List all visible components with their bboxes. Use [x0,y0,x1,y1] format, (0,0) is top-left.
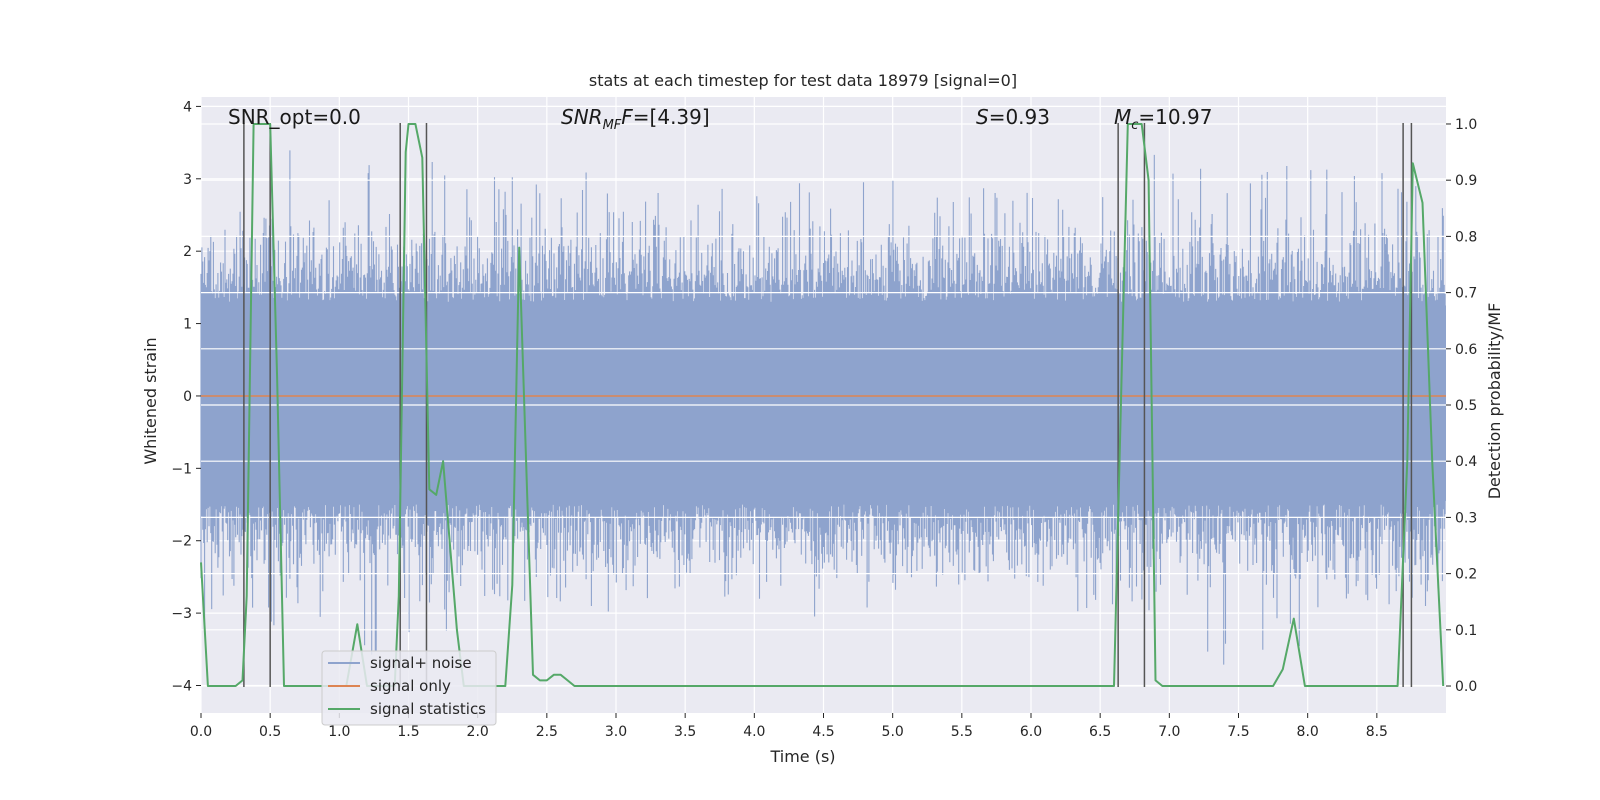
x-axis-label: Time (s) [769,747,835,766]
legend-label-signal-statistics: signal statistics [370,700,486,718]
y-axis-left-label: Whitened strain [141,337,160,464]
legend: signal+ noise signal only signal statist… [321,650,497,726]
y-right-tick-label: 0.7 [1455,286,1477,302]
vertical-markers [243,122,1413,688]
y-left-tick-label: 4 [183,99,192,115]
signal-statistics-line [200,123,1445,687]
x-tick-label: 2.5 [536,724,558,740]
y-axis-right-label: Detection probability/MF [1485,303,1504,500]
annotation-snr-opt: SNR_opt=0.0 [228,105,361,129]
x-tick-label: 4.0 [743,724,765,740]
y-right-tick-label: 0.2 [1455,567,1477,583]
x-tick-label: 0.5 [259,724,281,740]
x-tick-label: 6.5 [1089,724,1111,740]
x-tick-label: 6.0 [1020,724,1042,740]
x-tick-label: 0.0 [190,724,212,740]
x-tick-label: 1.0 [328,724,350,740]
y-left-tick-label: −3 [171,606,192,622]
y-right-tick-label: 0.6 [1455,342,1477,358]
x-tick-label: 4.5 [812,724,834,740]
annotation-s: S=0.93 [976,105,1050,129]
series-signal-statistics [200,123,1445,687]
y-right-tick-label: 0.1 [1455,623,1477,639]
x-tick-label: 8.5 [1366,724,1388,740]
legend-label-signal-noise: signal+ noise [370,654,472,672]
y-left-tick-label: 0 [183,389,192,405]
series-signal-noise [200,150,1446,665]
x-tick-label: 7.0 [1158,724,1180,740]
axes: 0.0 0.5 1.0 1.5 2.0 2.5 3.0 3.5 4.0 4.5 5.0 5.5 6.0 6… [171,99,1477,740]
x-tick-label: 7.5 [1227,724,1249,740]
y-left-tick-label: 1 [183,317,192,333]
chart-title: stats at each timestep for test data 189… [589,71,1017,90]
y-left-tick-label: −2 [171,534,192,550]
x-tick-label: 3.5 [674,724,696,740]
y-right-tick-label: 0.0 [1455,679,1477,695]
y-left-tick-label: −1 [171,461,192,477]
x-tick-label: 8.0 [1297,724,1319,740]
y-right-tick-label: 0.5 [1455,398,1477,414]
x-tick-label: 2.0 [467,724,489,740]
y-right-tick-label: 0.8 [1455,229,1477,245]
y-left-tick-label: −4 [171,678,192,694]
annotation-snr-mf: SNRMFF=[4.39] [561,105,710,133]
legend-box [321,650,497,726]
x-tick-label: 3.0 [605,724,627,740]
y-right-tick-label: 0.3 [1455,510,1477,526]
y-left-tick-label: 3 [183,172,192,188]
y-right-tick-label: 0.4 [1455,454,1477,470]
y-right-tick-label: 0.9 [1455,173,1477,189]
y-left-tick-label: 2 [183,244,192,260]
legend-label-signal-only: signal only [370,677,451,695]
x-tick-label: 5.0 [882,724,904,740]
y-right-tick-label: 1.0 [1455,117,1477,133]
x-tick-label: 5.5 [951,724,973,740]
annotations: SNR_opt=0.0 SNRMFF=[4.39] S=0.93 Mc=10.9… [228,105,1212,133]
annotation-mc: Mc=10.97 [1114,105,1212,133]
x-tick-label: 1.5 [397,724,419,740]
